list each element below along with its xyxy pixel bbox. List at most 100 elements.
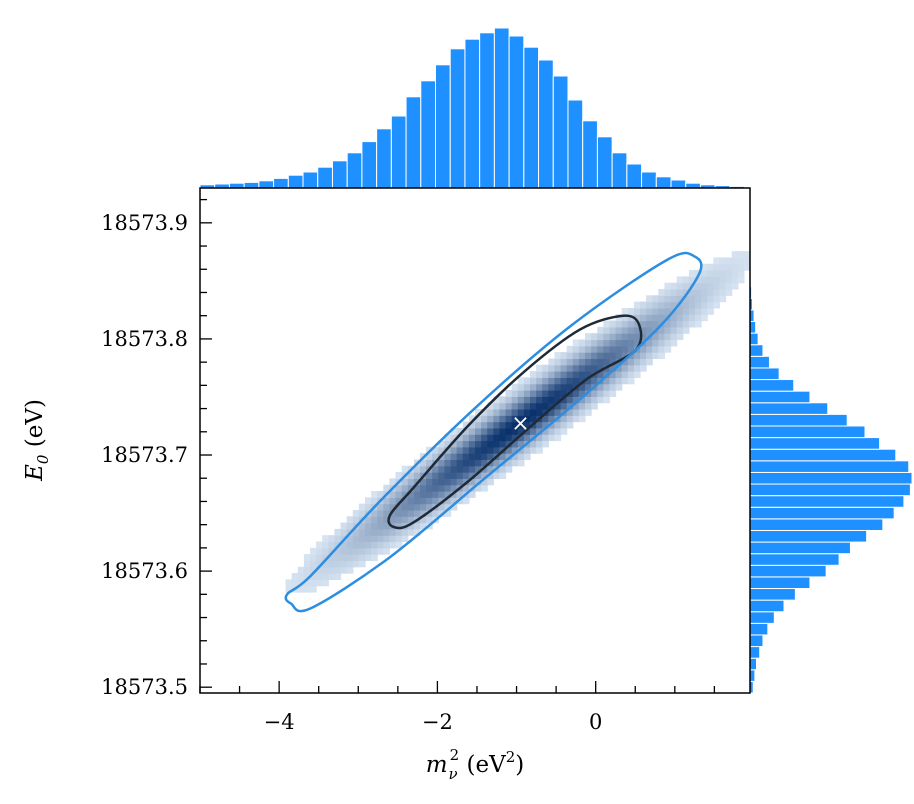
heatmap-cell	[316, 573, 323, 580]
heatmap-cell	[585, 365, 592, 372]
heatmap-cell	[622, 377, 629, 384]
heatmap-cell	[475, 441, 482, 448]
histogram-bar-x	[509, 36, 524, 188]
heatmap-cell	[530, 384, 537, 391]
heatmap-cell	[677, 327, 684, 334]
heatmap-cell	[713, 283, 720, 290]
heatmap-cell	[383, 548, 390, 555]
heatmap-cell	[695, 308, 702, 315]
heatmap-cell	[683, 283, 690, 290]
heatmap-cell	[408, 504, 415, 511]
heatmap-cell	[457, 441, 464, 448]
y-axis-title: E0 (eV)	[22, 399, 52, 482]
heatmap-cell	[487, 422, 494, 429]
heatmap-cell	[573, 365, 580, 372]
heatmap-cell	[389, 497, 396, 504]
heatmap-cell	[561, 428, 568, 435]
histogram-bar-x	[642, 172, 657, 188]
heatmap-cell	[475, 428, 482, 435]
heatmap-cell	[512, 459, 519, 466]
heatmap-cell	[463, 453, 470, 460]
heatmap-cell	[561, 371, 568, 378]
heatmap-cell	[518, 459, 525, 466]
heatmap-cell	[530, 447, 537, 454]
heatmap-cell	[609, 321, 616, 328]
heatmap-cell	[542, 384, 549, 391]
heatmap-cell	[597, 358, 604, 365]
heatmap-cell	[683, 314, 690, 321]
heatmap-cell	[677, 283, 684, 290]
heatmap-cell	[603, 321, 610, 328]
heatmap-cell	[542, 441, 549, 448]
heatmap-cell	[561, 422, 568, 429]
heatmap-cell	[359, 535, 366, 542]
heatmap-cell	[432, 472, 439, 479]
heatmap-cell	[298, 573, 305, 580]
heatmap-cell	[548, 384, 555, 391]
heatmap-cell	[726, 264, 733, 271]
heatmap-cell	[542, 434, 549, 441]
heatmap-cell	[634, 371, 641, 378]
heatmap-cell	[377, 516, 384, 523]
heatmap-cell	[457, 478, 464, 485]
heatmap-cell	[493, 447, 500, 454]
heatmap-cell	[414, 491, 421, 498]
histogram-bar-x	[568, 100, 583, 188]
heatmap-cell	[719, 257, 726, 264]
heatmap-cell	[316, 579, 323, 586]
heatmap-cell	[377, 523, 384, 530]
heatmap-cell	[573, 390, 580, 397]
heatmap-cell	[713, 276, 720, 283]
heatmap-cell	[389, 535, 396, 542]
heatmap-cell	[713, 302, 720, 309]
heatmap-cell	[561, 358, 568, 365]
heatmap-cell	[554, 422, 561, 429]
heatmap-cell	[353, 554, 360, 561]
heatmap-cell	[554, 434, 561, 441]
heatmap-cell	[322, 542, 329, 549]
heatmap-cell	[341, 529, 348, 536]
heatmap-cell	[671, 295, 678, 302]
heatmap-cell	[451, 453, 458, 460]
heatmap-cell	[536, 403, 543, 410]
heatmap-cell	[341, 523, 348, 530]
heatmap-cell	[664, 327, 671, 334]
histogram-bar-y	[750, 472, 912, 484]
heatmap-cell	[444, 459, 451, 466]
heatmap-cell	[353, 560, 360, 567]
heatmap-cell	[396, 516, 403, 523]
heatmap-cell	[542, 365, 549, 372]
heatmap-cell	[695, 302, 702, 309]
heatmap-cell	[597, 333, 604, 340]
heatmap-cell	[347, 567, 354, 574]
heatmap-cell	[609, 346, 616, 353]
heatmap-cell	[389, 516, 396, 523]
heatmap-cell	[591, 396, 598, 403]
heatmap-cell	[426, 497, 433, 504]
heatmap-cell	[658, 289, 665, 296]
heatmap-cell	[310, 554, 317, 561]
heatmap-cell	[432, 510, 439, 517]
heatmap-cell	[597, 340, 604, 347]
heatmap-cell	[652, 314, 659, 321]
heatmap-cell	[585, 409, 592, 416]
heatmap-cell	[414, 510, 421, 517]
heatmap-cell	[585, 346, 592, 353]
heatmap-cell	[310, 548, 317, 555]
heatmap-cell	[365, 548, 372, 555]
heatmap-cell	[292, 579, 299, 586]
heatmap-cell	[402, 510, 409, 517]
heatmap-cell	[640, 346, 647, 353]
heatmap-cell	[438, 472, 445, 479]
heatmap-cell	[738, 264, 745, 271]
heatmap-cell	[554, 428, 561, 435]
x-tick-label: 0	[589, 710, 602, 734]
heatmap-cell	[451, 478, 458, 485]
heatmap-cell	[707, 295, 714, 302]
heatmap-cell	[414, 472, 421, 479]
histogram-bar-y	[750, 484, 910, 496]
heatmap-cell	[622, 371, 629, 378]
heatmap-cell	[469, 466, 476, 473]
heatmap-cell	[591, 333, 598, 340]
